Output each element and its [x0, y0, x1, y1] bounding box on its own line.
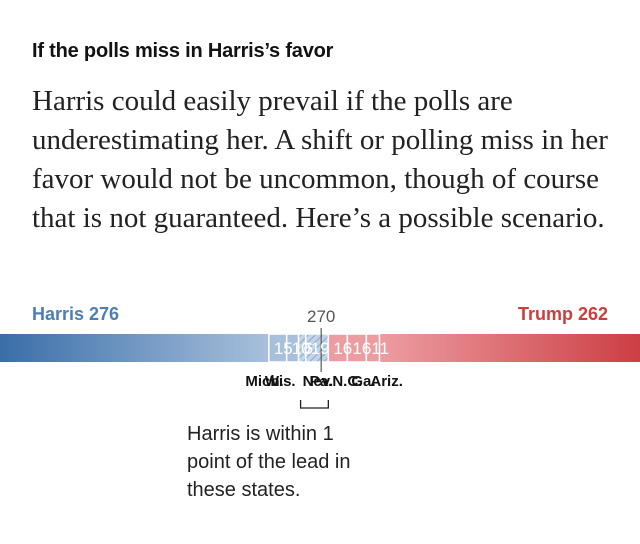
tossup-annotation: Harris is within 1 point of the lead in …: [187, 423, 351, 501]
state-labels: 15Mich.10Wis.6Nev.19Pa.16N.C.16Ga.11Ariz…: [245, 339, 403, 390]
threshold-label: 270: [307, 307, 335, 326]
chart-description: Harris could easily prevail if the polls…: [32, 85, 608, 234]
segment-value-pa: 19: [311, 339, 330, 358]
segment-value-ga: 16: [352, 339, 371, 358]
state-label-ga: Ga.: [351, 373, 375, 390]
segment-value-mich: 15: [274, 339, 293, 358]
tossup-bracket: [299, 400, 329, 409]
state-label-pa: Pa.: [310, 373, 333, 390]
state-label-ariz: Ariz.: [370, 373, 403, 390]
trump-total-label: Trump 262: [518, 304, 608, 324]
harris-base-bar: [0, 334, 269, 362]
state-label-nc: N.C.: [332, 373, 362, 390]
segment-ariz: [365, 333, 381, 363]
harris-total-label: Harris 276: [32, 304, 119, 324]
state-segments: [268, 333, 381, 363]
electoral-bar-chart: Harris 276 Trump 262 270 15 Mich. 10 Wis. 6 N…: [0, 304, 640, 409]
state-label-wis: Wis.: [265, 373, 296, 390]
segment-value-ariz: 11: [371, 339, 389, 358]
segment-value-nc: 16: [333, 339, 352, 358]
chart-heading: If the polls miss in Harris’s favor: [32, 40, 334, 62]
segment-value-nev: 6: [304, 339, 313, 358]
state-label-nev: Nev.: [303, 373, 334, 390]
trump-base-bar: [379, 334, 640, 362]
state-label-mich: Mich.: [245, 373, 283, 390]
segment-value-wis: 10: [292, 339, 311, 358]
